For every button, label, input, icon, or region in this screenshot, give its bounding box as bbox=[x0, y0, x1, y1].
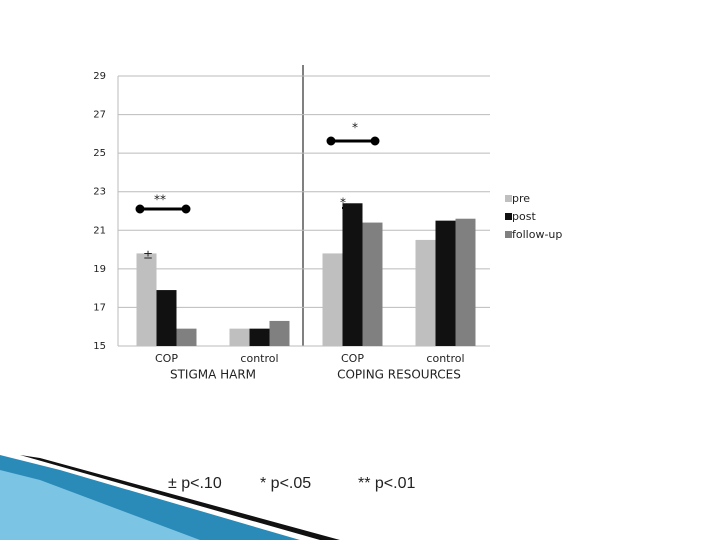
annotation: * bbox=[352, 121, 358, 135]
group-label: STIGMA HARM bbox=[170, 368, 256, 382]
bar bbox=[269, 320, 290, 346]
decor-swoosh bbox=[20, 455, 340, 540]
group-label: COPING RESOURCES bbox=[337, 368, 461, 382]
footnote: ** p<.01 bbox=[358, 475, 415, 492]
bracket bbox=[139, 203, 353, 266]
y-tick-label: 17 bbox=[93, 302, 106, 313]
bar bbox=[342, 203, 363, 346]
x-tick-label: control bbox=[426, 352, 464, 365]
bar bbox=[415, 239, 436, 346]
legend-label: follow-up bbox=[512, 228, 562, 241]
bar bbox=[322, 253, 343, 346]
footnote: ± p<.10 bbox=[168, 475, 222, 492]
bar bbox=[176, 328, 197, 346]
x-tick-label: control bbox=[240, 352, 278, 365]
bar bbox=[229, 328, 250, 346]
bar bbox=[249, 328, 270, 346]
y-tick-label: 27 bbox=[93, 110, 106, 121]
annotation: * bbox=[340, 196, 346, 210]
legend-swatch bbox=[505, 195, 512, 202]
decor-swoosh bbox=[0, 470, 200, 540]
annotation: ** bbox=[154, 193, 166, 207]
y-tick-label: 25 bbox=[93, 148, 106, 159]
bar bbox=[136, 253, 157, 346]
x-tick-label: COP bbox=[155, 352, 178, 365]
bar bbox=[156, 290, 177, 346]
x-tick-label: COP bbox=[341, 352, 364, 365]
legend-swatch bbox=[505, 213, 512, 220]
y-tick-label: 15 bbox=[93, 341, 106, 352]
legend-swatch bbox=[505, 231, 512, 238]
footnote: * p<.05 bbox=[260, 475, 311, 492]
y-tick-label: 19 bbox=[93, 264, 106, 275]
bracket bbox=[135, 136, 380, 214]
legend-label: pre bbox=[512, 192, 530, 205]
bar bbox=[362, 222, 383, 346]
bar bbox=[435, 220, 456, 346]
y-tick-label: 29 bbox=[93, 71, 106, 82]
bar bbox=[455, 218, 476, 346]
y-tick-label: 23 bbox=[93, 187, 106, 198]
legend-label: post bbox=[512, 210, 536, 223]
y-tick-label: 21 bbox=[93, 225, 106, 236]
annotation: ± bbox=[143, 248, 153, 262]
